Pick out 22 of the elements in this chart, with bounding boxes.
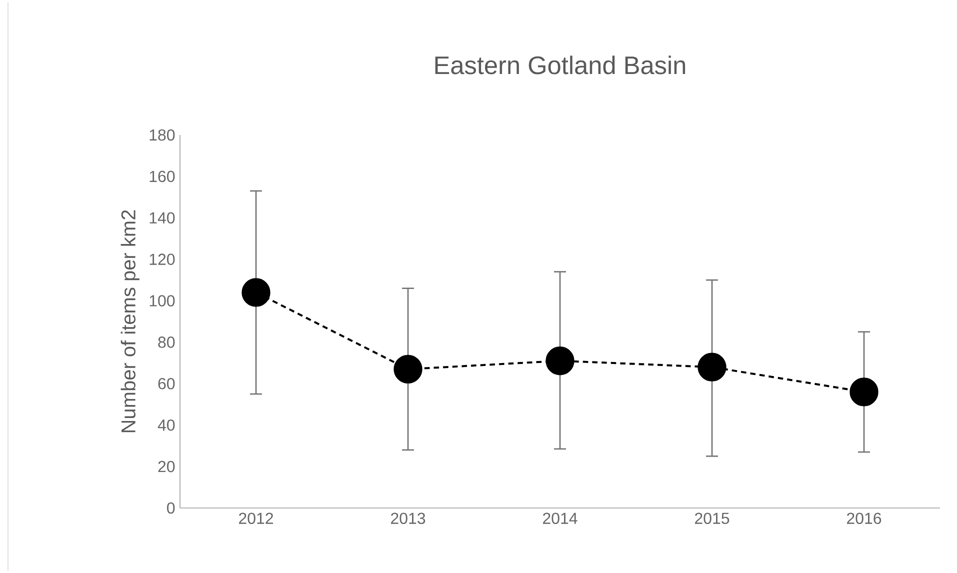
y-tick-label: 80 (158, 336, 175, 348)
y-tick-label: 120 (150, 254, 175, 265)
chart-title: Eastern Gotland Basin (435, 56, 686, 74)
y-tick-label: 60 (158, 378, 175, 390)
point (394, 354, 422, 384)
y-tick-label: 180 (150, 129, 175, 141)
point (546, 346, 574, 376)
x-tick-label: 2015 (695, 512, 730, 524)
y-tick-label: 20 (158, 460, 175, 472)
x-tick-label: 2013 (391, 512, 426, 524)
point (850, 378, 878, 406)
y-tick-label: 0 (167, 502, 175, 514)
y-tick-label: 140 (150, 212, 175, 224)
y-tick-label: 160 (150, 170, 175, 182)
point (698, 352, 726, 382)
y-tick-label: 100 (150, 295, 175, 306)
y-axis-title: Number of items per km2 (120, 210, 140, 432)
y-tick-label: 40 (158, 419, 175, 431)
x-tick-label: 2012 (239, 512, 273, 524)
x-tick-label: 2016 (847, 512, 882, 524)
x-tick-label: 2014 (543, 512, 578, 524)
point (242, 278, 270, 307)
